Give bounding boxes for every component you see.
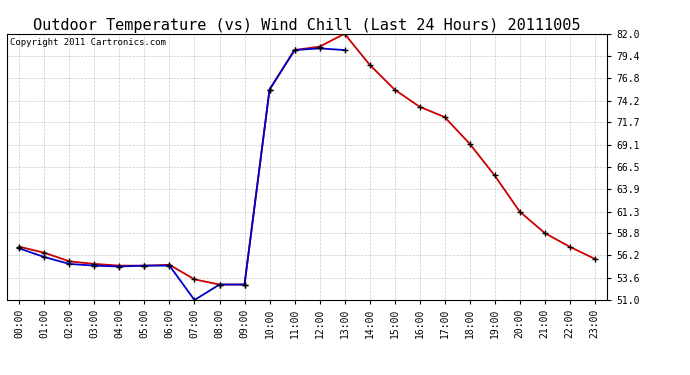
Text: Copyright 2011 Cartronics.com: Copyright 2011 Cartronics.com bbox=[10, 38, 166, 47]
Title: Outdoor Temperature (vs) Wind Chill (Last 24 Hours) 20111005: Outdoor Temperature (vs) Wind Chill (Las… bbox=[33, 18, 581, 33]
